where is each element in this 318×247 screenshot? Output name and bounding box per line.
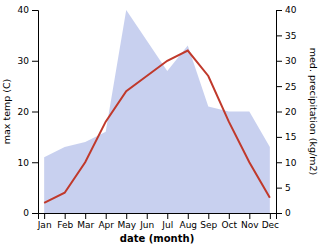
- tick-label: Mar: [77, 220, 94, 230]
- tick-label: Dec: [262, 220, 279, 230]
- y2-axis-title: med. precipitation (kg/m2): [308, 48, 318, 175]
- tick-label: 20: [285, 107, 297, 117]
- x-axis: Jan Feb Mar AprMayJun Jul AugSep OctNovDec: [37, 213, 279, 230]
- tick: 5: [276, 183, 291, 193]
- tick: 35: [276, 31, 296, 41]
- marks: [44, 10, 270, 213]
- tick-mark: [276, 137, 282, 138]
- tick-mark: [276, 162, 282, 163]
- tick-mark: [276, 35, 282, 36]
- tick: Aug: [179, 213, 197, 230]
- tick-label: 5: [285, 183, 291, 193]
- tick-mark: [44, 213, 45, 219]
- tick-label: 20: [18, 107, 30, 117]
- tick: 20: [18, 107, 38, 117]
- axis-line: [39, 214, 277, 220]
- tick-label: Sep: [200, 220, 217, 230]
- tick-mark: [32, 112, 38, 113]
- y2-axis: 0 5 10 15 20 25 30 35 40: [276, 5, 297, 218]
- tick-label: 0: [285, 208, 291, 218]
- plot: Jan Feb Mar AprMayJun Jul AugSep OctNovDec 0 10 2…: [18, 5, 297, 230]
- tick-label: Jul: [161, 220, 173, 230]
- tick-mark: [147, 213, 148, 219]
- tick-label: Apr: [98, 220, 114, 230]
- tick-mark: [32, 213, 38, 214]
- tick: 25: [276, 82, 296, 92]
- tick: 10: [276, 158, 297, 168]
- tick-mark: [85, 213, 86, 219]
- tick: Mar: [77, 213, 94, 230]
- tick-mark: [270, 213, 271, 219]
- tick: 40: [18, 5, 38, 15]
- tick: 30: [276, 56, 297, 66]
- tick-mark: [167, 213, 168, 219]
- tick-mark: [32, 10, 38, 11]
- tick-mark: [65, 213, 66, 219]
- y-axis-title: max temp (C): [1, 79, 12, 145]
- tick-label: 10: [285, 158, 297, 168]
- tick-label: 30: [18, 56, 30, 66]
- precipitation-area: [44, 10, 270, 213]
- tick-mark: [106, 213, 107, 219]
- tick-mark: [188, 213, 189, 219]
- tick: Apr: [98, 213, 114, 230]
- y-axis: 0 10 20 30 40: [18, 5, 39, 218]
- tick: 30: [18, 56, 38, 66]
- tick: Jul: [161, 213, 173, 230]
- tick-label: 30: [285, 56, 297, 66]
- tick-label: Jun: [139, 220, 154, 230]
- axis-line: [277, 11, 283, 214]
- tick: Oct: [222, 213, 238, 230]
- tick-label: 35: [285, 31, 296, 41]
- tick: Jun: [139, 213, 154, 230]
- tick-mark: [276, 10, 282, 11]
- tick: Jan: [37, 213, 52, 230]
- tick-label: 10: [18, 158, 30, 168]
- tick-label: Nov: [241, 220, 259, 230]
- tick-mark: [276, 213, 282, 214]
- tick-label: Oct: [222, 220, 238, 230]
- tick-label: 25: [285, 82, 296, 92]
- tick: 40: [276, 5, 297, 15]
- tick: 0: [276, 208, 291, 218]
- tick: Sep: [200, 213, 217, 230]
- tick-mark: [229, 213, 230, 219]
- tick: 20: [276, 107, 297, 117]
- tick-label: Jan: [37, 220, 52, 230]
- tick-label: 15: [285, 132, 296, 142]
- tick: Nov: [241, 213, 259, 230]
- tick-mark: [32, 61, 38, 62]
- tick-mark: [276, 61, 282, 62]
- chart: Jan Feb Mar AprMayJun Jul AugSep OctNovDec 0 10 2…: [0, 0, 318, 247]
- tick: 15: [276, 132, 296, 142]
- tick: May: [117, 213, 136, 230]
- tick-label: Feb: [57, 220, 73, 230]
- tick-label: 0: [23, 208, 29, 218]
- tick-label: 40: [18, 5, 30, 15]
- tick-mark: [208, 213, 209, 219]
- tick: Feb: [57, 213, 73, 230]
- tick-mark: [276, 112, 282, 113]
- tick-label: Aug: [179, 220, 197, 230]
- axis-line: [32, 11, 39, 214]
- tick-mark: [276, 86, 282, 87]
- tick-mark: [126, 213, 127, 219]
- temperature-line: [44, 51, 270, 203]
- tick: 0: [23, 208, 38, 218]
- x-axis-title: date (month): [120, 233, 194, 244]
- tick: Dec: [262, 213, 279, 230]
- tick-label: 40: [285, 5, 297, 15]
- tick-label: May: [117, 220, 136, 230]
- tick-mark: [276, 188, 282, 189]
- tick-mark: [249, 213, 250, 219]
- tick-mark: [32, 162, 38, 163]
- tick: 10: [18, 158, 38, 168]
